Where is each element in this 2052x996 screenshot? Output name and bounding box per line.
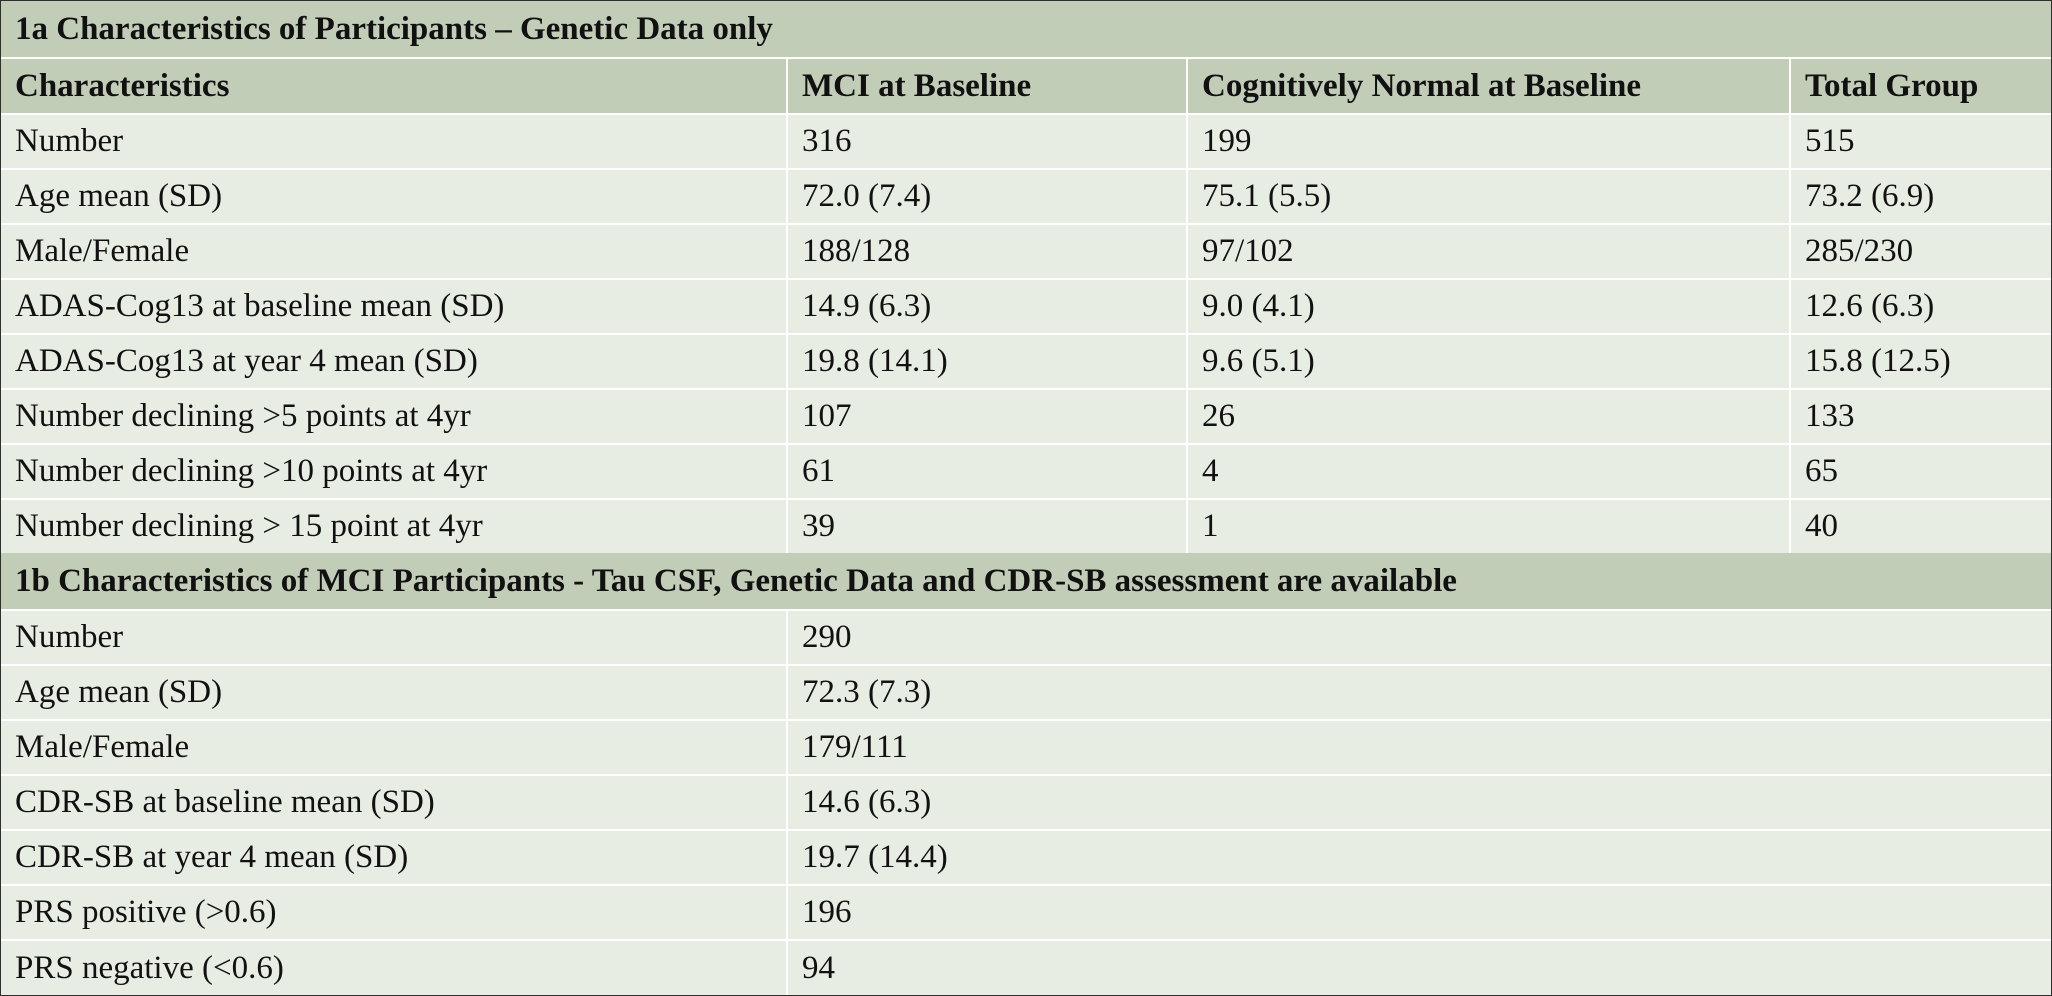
column-header-row: Characteristics MCI at Baseline Cognitiv…: [1, 57, 2051, 113]
cell-cognitively-normal: 1: [1186, 500, 1789, 553]
cell-mci: 316: [786, 115, 1186, 168]
section-b-title: 1b Characteristics of MCI Participants -…: [15, 562, 1457, 599]
row-label: Male/Female: [15, 233, 190, 269]
row-label: CDR-SB at year 4 mean (SD): [15, 839, 409, 875]
section-a-title-row: 1a Characteristics of Participants – Gen…: [1, 1, 2051, 57]
column-header-total: Total Group: [1789, 59, 2051, 113]
cell-cognitively-normal: 97/102: [1186, 225, 1789, 278]
row-label: ADAS-Cog13 at year 4 mean (SD): [15, 343, 478, 379]
table-row: PRS negative (<0.6) 94: [1, 939, 2051, 995]
section-b-title-row: 1b Characteristics of MCI Participants -…: [1, 553, 2051, 609]
row-label: Number: [15, 619, 124, 655]
cell-cognitively-normal: 9.0 (4.1): [1186, 280, 1789, 333]
cell-mci: 39: [786, 500, 1186, 553]
row-label: ADAS-Cog13 at baseline mean (SD): [15, 288, 505, 324]
table-row: Male/Female 179/111: [1, 719, 2051, 774]
table-row: CDR-SB at baseline mean (SD) 14.6 (6.3): [1, 774, 2051, 829]
cell-total: 515: [1789, 115, 2051, 168]
cell-value: 179/111: [786, 721, 2051, 774]
row-label: PRS positive (>0.6): [15, 894, 277, 930]
cell-cognitively-normal: 9.6 (5.1): [1186, 335, 1789, 388]
row-label: Age mean (SD): [15, 178, 223, 214]
row-label: Number declining > 15 point at 4yr: [15, 508, 483, 544]
column-header-cognitively-normal: Cognitively Normal at Baseline: [1186, 59, 1789, 113]
table-row: Number 316 199 515: [1, 113, 2051, 168]
column-header-mci: MCI at Baseline: [786, 59, 1186, 113]
cell-value: 72.3 (7.3): [786, 666, 2051, 719]
cell-total: 133: [1789, 390, 2051, 443]
cell-total: 15.8 (12.5): [1789, 335, 2051, 388]
row-label: Number: [15, 123, 124, 159]
cell-mci: 107: [786, 390, 1186, 443]
row-label: PRS negative (<0.6): [15, 949, 284, 986]
cell-total: 285/230: [1789, 225, 2051, 278]
table-row: Age mean (SD) 72.3 (7.3): [1, 664, 2051, 719]
cell-mci: 14.9 (6.3): [786, 280, 1186, 333]
table-row: Number 290: [1, 609, 2051, 664]
row-label: Age mean (SD): [15, 674, 223, 710]
section-a-title: 1a Characteristics of Participants – Gen…: [15, 10, 773, 47]
cell-value: 14.6 (6.3): [786, 776, 2051, 829]
row-label: Male/Female: [15, 729, 190, 765]
row-label: CDR-SB at baseline mean (SD): [15, 784, 435, 820]
table-row: Age mean (SD) 72.0 (7.4) 75.1 (5.5) 73.2…: [1, 168, 2051, 223]
table-row: ADAS-Cog13 at baseline mean (SD) 14.9 (6…: [1, 278, 2051, 333]
row-label: Number declining >5 points at 4yr: [15, 398, 471, 434]
cell-total: 40: [1789, 500, 2051, 553]
cell-cognitively-normal: 75.1 (5.5): [1186, 170, 1789, 223]
table-row: Number declining > 15 point at 4yr 39 1 …: [1, 498, 2051, 553]
cell-value: 19.7 (14.4): [786, 831, 2051, 884]
cell-total: 12.6 (6.3): [1789, 280, 2051, 333]
table-row: Number declining >10 points at 4yr 61 4 …: [1, 443, 2051, 498]
cell-cognitively-normal: 199: [1186, 115, 1789, 168]
column-header-characteristics: Characteristics: [15, 67, 230, 104]
cell-mci: 19.8 (14.1): [786, 335, 1186, 388]
cell-value: 290: [786, 611, 2051, 664]
cell-total: 65: [1789, 445, 2051, 498]
table-row: Number declining >5 points at 4yr 107 26…: [1, 388, 2051, 443]
cell-cognitively-normal: 26: [1186, 390, 1789, 443]
row-label: Number declining >10 points at 4yr: [15, 453, 488, 489]
cell-mci: 61: [786, 445, 1186, 498]
cell-mci: 188/128: [786, 225, 1186, 278]
table-row: Male/Female 188/128 97/102 285/230: [1, 223, 2051, 278]
table-row: CDR-SB at year 4 mean (SD) 19.7 (14.4): [1, 829, 2051, 884]
cell-cognitively-normal: 4: [1186, 445, 1789, 498]
cell-mci: 72.0 (7.4): [786, 170, 1186, 223]
cell-value: 196: [786, 886, 2051, 939]
cell-value: 94: [786, 941, 2051, 995]
table-row: PRS positive (>0.6) 196: [1, 884, 2051, 939]
table-row: ADAS-Cog13 at year 4 mean (SD) 19.8 (14.…: [1, 333, 2051, 388]
cell-total: 73.2 (6.9): [1789, 170, 2051, 223]
